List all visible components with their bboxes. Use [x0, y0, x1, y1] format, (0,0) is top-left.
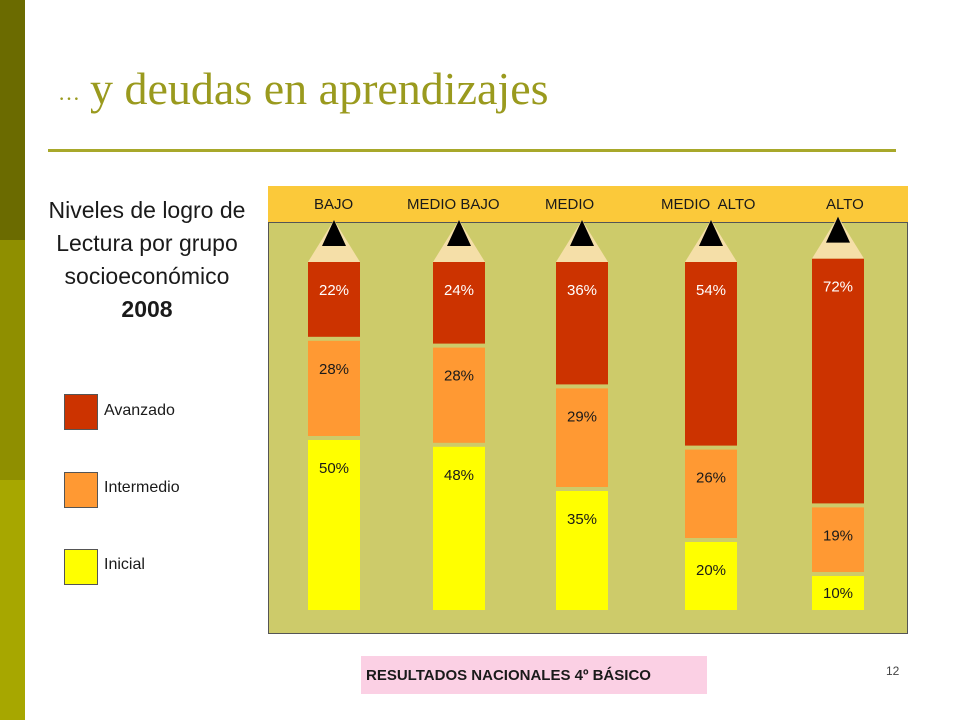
pencil-tip-medio-bajo: [447, 220, 471, 246]
bar-inicial-medio-alto: [685, 542, 737, 610]
data-label-inicial-medio: 35%: [567, 511, 597, 528]
sidebar-band-top: [0, 0, 25, 240]
bar-intermedio-medio-bajo: [433, 347, 485, 443]
bar-avanzado-bajo: [308, 262, 360, 337]
chart-subtitle: Niveles de logro de Lectura por grupo so…: [28, 194, 266, 326]
bar-inicial-medio: [556, 491, 608, 610]
slide-title: … y deudas en aprendizajes: [58, 62, 549, 115]
title-text: y deudas en aprendizajes: [90, 63, 549, 114]
bar-inicial-alto: [812, 576, 864, 610]
data-label-inicial-medio-bajo: 48%: [444, 467, 474, 484]
subtitle-year: 2008: [121, 296, 173, 322]
legend-label-intermedio: Intermedio: [104, 479, 180, 496]
data-label-inicial-alto: 10%: [823, 585, 853, 602]
title-underline: [48, 149, 896, 152]
bar-inicial-medio-bajo: [433, 446, 485, 610]
bar-intermedio-bajo: [308, 340, 360, 436]
page-number: 12: [886, 664, 900, 678]
footer-banner: [361, 656, 707, 694]
data-label-inicial-bajo: 50%: [319, 460, 349, 477]
bar-avanzado-alto: [812, 258, 864, 504]
category-label-bajo: BAJO: [314, 196, 354, 213]
category-label-medio-bajo: MEDIO BAJO: [407, 196, 500, 213]
subtitle-line-3: socioeconómico: [64, 263, 230, 289]
data-label-avanzado-medio-bajo: 24%: [444, 282, 474, 299]
sidebar-band-middle: [0, 240, 25, 480]
bar-intermedio-medio-alto: [685, 449, 737, 538]
chart-category-header: [268, 186, 908, 222]
category-label-alto: ALTO: [826, 196, 864, 213]
bar-intermedio-alto: [812, 507, 864, 572]
subtitle-line-1: Niveles de logro de: [48, 197, 246, 223]
category-label-medio: MEDIO: [545, 196, 595, 213]
footer-text: RESULTADOS NACIONALES 4º BÁSICO: [366, 667, 651, 684]
data-label-avanzado-alto: 72%: [823, 279, 853, 296]
pencil-tip-alto: [826, 216, 850, 243]
data-label-intermedio-medio: 29%: [567, 408, 597, 425]
category-label-medio-alto: MEDIO ALTO: [661, 196, 756, 213]
legend-swatch-inicial: [64, 549, 98, 585]
bar-avanzado-medio-alto: [685, 262, 737, 446]
pencil-tip-bajo: [322, 220, 346, 246]
legend-label-inicial: Inicial: [104, 556, 145, 573]
legend-label-avanzado: Avanzado: [104, 402, 175, 419]
data-label-inicial-medio-alto: 20%: [696, 562, 726, 579]
bar-inicial-bajo: [308, 440, 360, 610]
subtitle-line-2: Lectura por grupo: [56, 230, 238, 256]
title-ellipsis: …: [58, 80, 80, 106]
bar-intermedio-medio: [556, 388, 608, 487]
data-label-avanzado-bajo: 22%: [319, 282, 349, 299]
data-label-intermedio-bajo: 28%: [319, 361, 349, 378]
data-label-intermedio-medio-alto: 26%: [696, 470, 726, 487]
bar-avanzado-medio: [556, 262, 608, 385]
data-label-intermedio-medio-bajo: 28%: [444, 368, 474, 385]
legend-swatch-avanzado: [64, 394, 98, 430]
sidebar-band-bottom: [0, 480, 25, 720]
legend-swatch-intermedio: [64, 472, 98, 508]
data-label-intermedio-alto: 19%: [823, 527, 853, 544]
pencil-tip-medio: [570, 220, 594, 246]
pencil-tip-medio-alto: [699, 220, 723, 246]
bar-avanzado-medio-bajo: [433, 262, 485, 344]
data-label-avanzado-medio: 36%: [567, 282, 597, 299]
data-label-avanzado-medio-alto: 54%: [696, 282, 726, 299]
